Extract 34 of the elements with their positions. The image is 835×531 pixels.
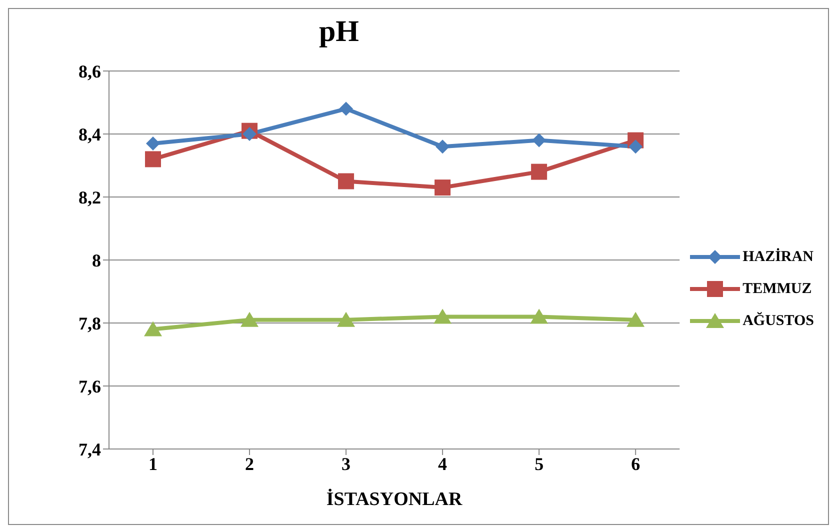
x-tick-label: 6: [631, 454, 640, 474]
point: [626, 312, 645, 327]
point: [434, 308, 452, 324]
y-tick-label: 7,8: [78, 313, 101, 334]
point: [339, 102, 354, 116]
x-tick-label: 4: [438, 454, 448, 474]
chart-title: pH: [318, 14, 360, 50]
legend-label: TEMMUZ: [742, 280, 812, 298]
point: [436, 140, 450, 154]
point: [338, 173, 354, 190]
y-tick-label: 8,2: [78, 187, 101, 208]
point: [337, 312, 356, 327]
point: [530, 308, 548, 324]
point: [240, 312, 259, 327]
point: [242, 127, 257, 141]
x-tick-label: 1: [148, 454, 158, 474]
x-tick-label: 2: [245, 454, 254, 474]
x-tick-label: 5: [534, 454, 544, 474]
point: [532, 133, 546, 148]
point: [145, 151, 161, 168]
point: [144, 321, 162, 336]
x-axis-title: İSTASYONLAR: [326, 488, 462, 510]
point: [628, 140, 643, 154]
point: [146, 136, 160, 150]
point: [434, 180, 451, 196]
legend-label: AĞUSTOS: [742, 312, 814, 330]
x-tick-label: 3: [342, 454, 351, 474]
y-tick-label: 8,6: [78, 61, 101, 82]
y-tick-label: 8: [92, 250, 101, 270]
y-tick-label: 7,6: [78, 376, 101, 396]
legend-label: HAZİRAN: [742, 248, 814, 266]
y-tick-label: 8,4: [78, 124, 101, 144]
point: [531, 164, 548, 180]
y-tick-label: 7,4: [78, 439, 101, 460]
